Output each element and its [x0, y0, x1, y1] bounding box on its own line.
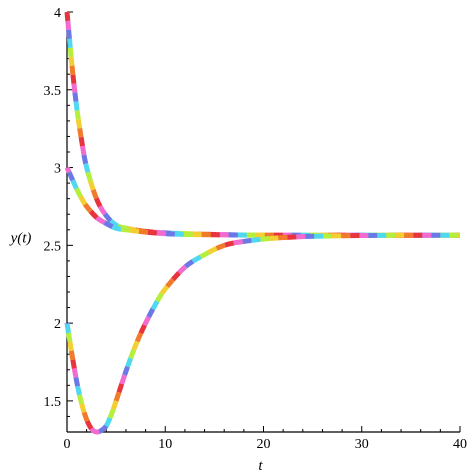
series-stripe	[64, 232, 461, 435]
y-ticks: 1.5 2 2.5 3 3.5 4	[44, 6, 73, 433]
y-tick-label: 3	[54, 162, 61, 177]
series-stripe	[64, 166, 460, 238]
series-line	[64, 166, 460, 238]
series-layer	[64, 11, 461, 435]
y-tick-label: 3.5	[44, 84, 62, 99]
series-stripe	[64, 232, 461, 435]
series-stripe	[64, 232, 461, 435]
series-stripe	[64, 166, 460, 238]
series-stripe	[64, 166, 460, 238]
x-tick-label: 40	[453, 437, 467, 452]
series-stripe	[64, 166, 460, 238]
x-tick-label: 0	[64, 437, 71, 452]
series-stripe	[64, 166, 460, 238]
series-stripe	[64, 11, 460, 238]
series-stripe	[64, 11, 460, 238]
series-stripe	[64, 166, 460, 238]
y-axis-label: y(t)	[9, 231, 32, 247]
series-stripe	[64, 11, 460, 238]
series-stripe	[64, 11, 460, 238]
series-stripe	[64, 232, 461, 435]
x-tick-label: 20	[257, 437, 271, 452]
series-stripe	[64, 232, 461, 435]
series-stripe	[64, 232, 461, 435]
y-tick-label: 2.5	[44, 239, 62, 254]
series-line	[64, 232, 461, 435]
series-stripe	[64, 11, 460, 238]
y-tick-label: 4	[54, 6, 61, 21]
x-axis-label: t	[258, 458, 263, 474]
x-ticks: 0 10 20 30 40	[64, 426, 467, 452]
series-stripe	[64, 232, 461, 435]
series-stripe	[64, 11, 460, 238]
y-tick-label: 2	[54, 317, 61, 332]
x-tick-label: 10	[158, 437, 172, 452]
y-tick-label: 1.5	[44, 395, 62, 410]
series-stripe	[64, 11, 460, 238]
series-stripe	[64, 166, 460, 238]
series-line	[64, 11, 460, 238]
x-tick-label: 30	[355, 437, 369, 452]
